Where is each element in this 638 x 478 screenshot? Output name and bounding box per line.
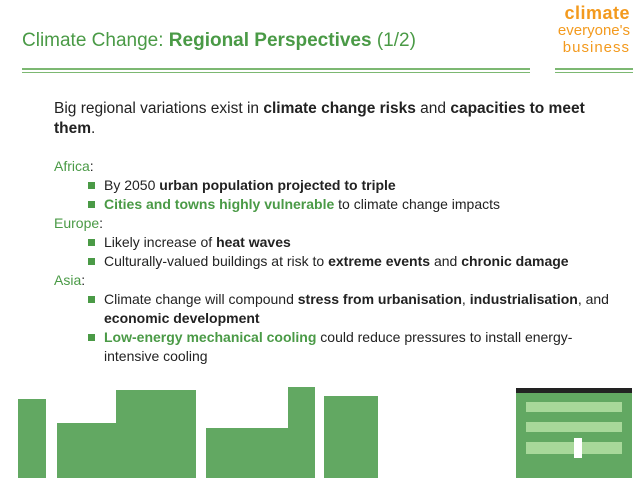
- item-bold: economic development: [104, 310, 260, 326]
- logo-line-2: everyone's: [557, 22, 630, 39]
- item-bold: stress from urbanisation: [297, 291, 462, 307]
- title-bold: Regional Perspectives: [168, 30, 372, 51]
- region-name: Asia: [54, 272, 82, 288]
- region-asia: Asia: Climate change will compound stres…: [54, 271, 614, 366]
- bullet-list: By 2050 urban population projected to tr…: [88, 176, 614, 214]
- item-text: and: [430, 253, 462, 269]
- intro-text: .: [91, 120, 96, 137]
- item-bold: Low-energy mechanical cooling: [104, 329, 317, 345]
- logo-divider-thin: [555, 72, 633, 73]
- intro-text: and: [415, 100, 451, 117]
- skyline-block: [57, 423, 117, 478]
- item-bold: Cities and towns highly vulnerable: [104, 196, 335, 212]
- item-text: Likely increase of: [104, 234, 217, 250]
- region-heading: Africa:: [54, 157, 614, 176]
- slide-body: Big regional variations exist in climate…: [54, 99, 614, 366]
- list-item: Climate change will compound stress from…: [88, 290, 614, 328]
- item-bold: chronic damage: [461, 253, 569, 269]
- item-bold: urban population projected to triple: [159, 177, 396, 193]
- item-text: Culturally-valued buildings at risk to: [104, 253, 329, 269]
- green-building-illustration: [516, 388, 632, 478]
- region-heading: Europe:: [54, 214, 614, 233]
- bullet-list: Likely increase of heat waves Culturally…: [88, 233, 614, 271]
- region-heading: Asia:: [54, 271, 614, 290]
- title-suffix: (1/2): [371, 30, 416, 51]
- skyline-block: [116, 390, 196, 478]
- region-name: Europe: [54, 215, 100, 231]
- logo-divider: [555, 68, 633, 70]
- skyline-block: [324, 396, 378, 478]
- list-item: Culturally-valued buildings at risk to e…: [88, 252, 614, 271]
- item-bold: industrialisation: [469, 291, 578, 307]
- title-prefix: Climate Change:: [22, 30, 169, 51]
- intro-bold-capacities: capacities to meet them: [54, 100, 585, 137]
- intro-bold-risks: climate change risks: [263, 100, 416, 117]
- region-colon: :: [81, 272, 86, 288]
- skyline-block: [18, 399, 46, 478]
- region-africa: Africa: By 2050 urban population project…: [54, 157, 614, 214]
- item-text: to climate change impacts: [334, 196, 501, 212]
- item-bold: extreme events: [328, 253, 431, 269]
- list-item: Likely increase of heat waves: [88, 233, 614, 252]
- bullet-list: Climate change will compound stress from…: [88, 290, 614, 366]
- skyline-block: [288, 387, 315, 478]
- item-text: ,: [461, 291, 470, 307]
- item-text: , and: [577, 291, 609, 307]
- slide-title: Climate Change: Regional Perspectives (1…: [22, 30, 416, 52]
- building-door: [574, 438, 582, 458]
- skyline-block: [206, 428, 288, 478]
- building-roof: [516, 388, 632, 393]
- title-divider: [22, 68, 530, 70]
- region-colon: :: [89, 158, 94, 174]
- intro-text: Big regional variations exist in: [54, 100, 264, 117]
- region-europe: Europe: Likely increase of heat waves Cu…: [54, 214, 614, 271]
- item-bold: heat waves: [216, 234, 291, 250]
- climate-logo: climate everyone's business: [557, 3, 630, 56]
- item-text: could reduce pressures to install energy…: [104, 329, 573, 364]
- item-text: Climate change will compound: [104, 291, 298, 307]
- list-item: Low-energy mechanical cooling could redu…: [88, 328, 614, 366]
- region-colon: :: [99, 215, 104, 231]
- list-item: Cities and towns highly vulnerable to cl…: [88, 195, 614, 214]
- intro-paragraph: Big regional variations exist in climate…: [54, 99, 614, 139]
- logo-line-3: business: [562, 39, 630, 56]
- logo-line-1: climate: [564, 3, 630, 23]
- title-divider-thin: [22, 72, 530, 73]
- list-item: By 2050 urban population projected to tr…: [88, 176, 614, 195]
- region-name: Africa: [54, 158, 90, 174]
- building-window-band: [526, 402, 622, 412]
- item-text: By 2050: [104, 177, 160, 193]
- building-window-band: [526, 422, 622, 432]
